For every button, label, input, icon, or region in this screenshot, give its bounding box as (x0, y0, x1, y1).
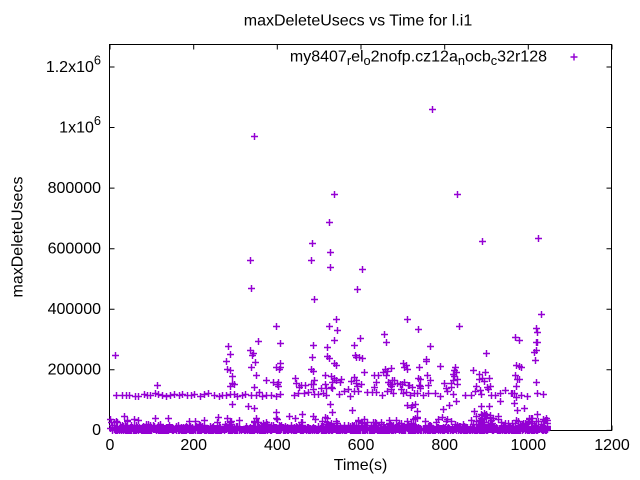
svg-text:my8407relo2nofp.cz12anocbc32r1: my8407relo2nofp.cz12anocbc32r128 (290, 49, 547, 68)
svg-text:1000: 1000 (511, 437, 547, 454)
svg-text:800000: 800000 (48, 180, 101, 197)
svg-text:1200: 1200 (594, 437, 630, 454)
svg-text:600000: 600000 (48, 241, 101, 258)
svg-text:200000: 200000 (48, 362, 101, 379)
svg-text:Time(s): Time(s) (334, 457, 388, 474)
svg-text:1x106: 1x106 (59, 113, 101, 137)
svg-text:maxDeleteUsecs vs Time for l.i: maxDeleteUsecs vs Time for l.i1 (244, 13, 473, 30)
svg-text:600: 600 (348, 437, 375, 454)
svg-text:0: 0 (106, 437, 115, 454)
svg-text:1.2x106: 1.2x106 (46, 52, 101, 76)
svg-text:800: 800 (431, 437, 458, 454)
svg-text:0: 0 (92, 422, 101, 439)
svg-text:200: 200 (180, 437, 207, 454)
svg-text:400000: 400000 (48, 301, 101, 318)
svg-text:400: 400 (264, 437, 291, 454)
svg-text:maxDeleteUsecs: maxDeleteUsecs (10, 177, 27, 298)
